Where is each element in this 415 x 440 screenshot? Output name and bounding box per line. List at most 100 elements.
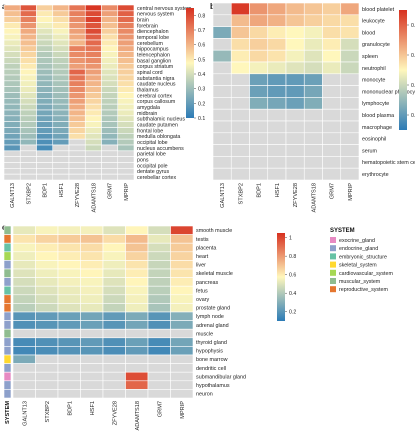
heatmap-cell xyxy=(19,28,37,35)
heatmap-cell xyxy=(12,268,36,278)
heatmap-cell xyxy=(117,68,135,76)
heatmap-cell xyxy=(101,127,119,134)
heatmap-cell xyxy=(3,22,21,29)
heatmap-cell xyxy=(12,225,36,235)
heatmap-cell xyxy=(57,225,81,235)
heatmap-cell xyxy=(52,138,70,146)
column-label: HSF1 xyxy=(275,183,281,197)
row-label: amygdala xyxy=(137,105,160,111)
legend-swatch xyxy=(330,245,336,252)
heatmap-cell xyxy=(125,380,149,390)
row-label: blood xyxy=(362,30,375,36)
heatmap-cell xyxy=(170,277,194,287)
heatmap-cell xyxy=(101,86,119,93)
heatmap-cell xyxy=(230,85,250,98)
heatmap-cell xyxy=(36,28,54,35)
heatmap-cell xyxy=(68,173,86,181)
heatmap-cell xyxy=(340,2,360,16)
heatmap-cell xyxy=(147,294,171,304)
heatmap-cell xyxy=(3,63,21,70)
heatmap-cell xyxy=(285,85,305,98)
heatmap-cell xyxy=(57,389,81,399)
heatmap-cell xyxy=(19,10,37,17)
heatmap-cell xyxy=(249,49,269,63)
heatmap-cell xyxy=(303,61,323,75)
heatmap-cell xyxy=(52,63,70,70)
heatmap-cell xyxy=(102,346,126,356)
heatmap-cell xyxy=(303,108,323,122)
row-label: hypothalamus xyxy=(196,383,230,389)
row-label: nucleus accumbens xyxy=(137,146,184,152)
heatmap-cell xyxy=(147,303,171,313)
heatmap-cell xyxy=(68,16,86,23)
heatmap-cell xyxy=(35,337,59,347)
heatmap-cell xyxy=(19,98,37,105)
row-label: muscle xyxy=(196,331,213,337)
heatmap-cell xyxy=(147,285,171,296)
heatmap-cell xyxy=(52,68,70,76)
legend-label: endocrine_gland xyxy=(339,246,378,252)
heatmap-cell xyxy=(36,98,54,105)
column-label: ZFYVE28 xyxy=(75,183,81,207)
heatmap-cell xyxy=(52,74,70,82)
heatmap-panel-c: smooth muscle testis placenta heart liver ske… xyxy=(3,225,393,431)
heatmap-cell xyxy=(212,61,232,75)
heatmap-cell xyxy=(19,63,37,70)
heatmap-cell xyxy=(117,39,135,47)
heatmap-cell xyxy=(322,120,342,134)
row-label: dentate gyrus xyxy=(137,169,169,175)
heatmap-cell xyxy=(3,115,21,122)
heatmap-cell xyxy=(80,251,104,261)
heatmap-cell xyxy=(12,380,36,390)
heatmap-cell xyxy=(36,10,54,17)
heatmap-cell xyxy=(102,277,126,287)
column-label: GRM7 xyxy=(108,183,114,199)
heatmap-cell xyxy=(68,22,86,29)
colorbar xyxy=(277,233,285,321)
heatmap-cell xyxy=(267,108,287,122)
heatmap-cell xyxy=(170,363,194,373)
heatmap-cell xyxy=(35,346,59,356)
panel-letter-b: b xyxy=(210,2,215,11)
colorbar-tick-label: 0.5 xyxy=(198,57,205,63)
heatmap-cell xyxy=(80,389,104,399)
heatmap-cell xyxy=(285,167,305,181)
heatmap-cell xyxy=(212,38,232,51)
heatmap-cell xyxy=(101,10,119,17)
system-strip-cell xyxy=(3,311,12,321)
heatmap-cell xyxy=(340,132,360,145)
system-strip-cell xyxy=(3,251,12,261)
heatmap-cell xyxy=(12,363,36,373)
heatmap-cell xyxy=(68,144,86,152)
colorbar-tick-label: 0.4 xyxy=(289,291,296,297)
heatmap-cell xyxy=(19,138,37,146)
colorbar-tick-label: 0.6 xyxy=(411,53,415,59)
heatmap-cell xyxy=(303,49,323,63)
heatmap-cell xyxy=(125,328,149,339)
system-strip-label: SYSTEM xyxy=(5,401,11,424)
heatmap-cell xyxy=(19,121,37,128)
heatmap-cell xyxy=(170,285,194,296)
colorbar-tick-label: 0.8 xyxy=(198,13,205,19)
row-label: cerebellar cortex xyxy=(137,175,177,181)
heatmap-cell xyxy=(3,150,21,157)
heatmap-cell xyxy=(117,168,135,175)
heatmap-cell xyxy=(12,277,36,287)
heatmap-cell xyxy=(322,61,342,75)
heatmap-cell xyxy=(101,98,119,105)
heatmap-cell xyxy=(35,320,59,330)
heatmap-cell xyxy=(52,57,70,64)
heatmap-cell xyxy=(84,127,102,134)
heatmap-cell xyxy=(322,132,342,145)
heatmap-cell xyxy=(101,121,119,128)
heatmap-cell xyxy=(340,156,360,169)
heatmap-cell xyxy=(267,97,287,110)
column-label: GALNT13 xyxy=(220,183,226,208)
heatmap-cell xyxy=(80,268,104,278)
row-label: brain xyxy=(137,17,149,23)
heatmap-cell xyxy=(52,33,70,41)
heatmap-cell xyxy=(35,354,59,364)
heatmap-cell xyxy=(340,14,360,27)
column-label: ADAMTS18 xyxy=(91,183,97,213)
heatmap-cell xyxy=(212,120,232,134)
